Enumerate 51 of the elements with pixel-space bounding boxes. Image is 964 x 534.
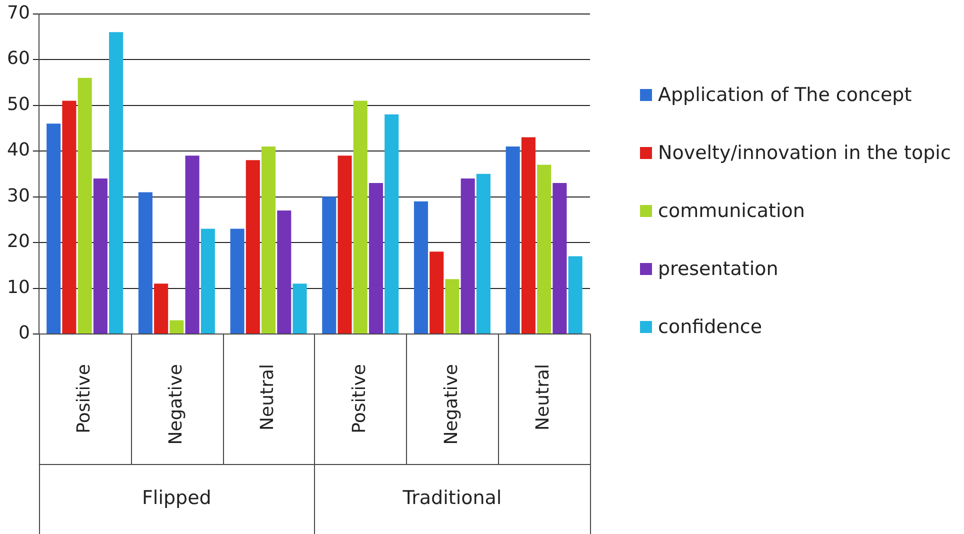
legend-label: Application of The concept <box>658 83 912 108</box>
bar <box>200 228 215 334</box>
bar <box>476 174 490 334</box>
x-tick-label: Neutral <box>532 364 554 430</box>
bar <box>552 183 567 334</box>
y-tick-label: 50 <box>7 94 30 115</box>
x-tick-label: Positive <box>349 364 370 434</box>
bar <box>292 284 307 334</box>
bar <box>506 146 520 334</box>
bar <box>138 192 152 334</box>
bar <box>109 32 124 334</box>
bar <box>230 228 244 334</box>
y-tick-label: 70 <box>7 2 30 24</box>
bar <box>246 160 260 334</box>
legend-label: presentation <box>658 257 778 282</box>
bar <box>262 146 276 334</box>
bar <box>62 100 76 334</box>
bar <box>353 100 368 334</box>
x-tick-label: Negative <box>165 364 186 445</box>
bar <box>537 164 552 334</box>
legend-label: Novelty/innovation in the topic <box>658 141 951 166</box>
bar <box>460 178 475 334</box>
bar <box>93 178 108 334</box>
text: Flipped <box>142 486 212 509</box>
bar <box>338 156 352 334</box>
legend-label: confidence <box>658 315 762 340</box>
bar <box>277 210 292 334</box>
bar <box>430 252 444 334</box>
y-tick-label: 10 <box>7 276 30 298</box>
x-tick-label: Neutral <box>257 364 278 430</box>
bar <box>46 124 61 334</box>
y-tick-label: 0 <box>18 322 30 344</box>
bar <box>185 156 200 334</box>
y-tick-label: 30 <box>7 185 30 206</box>
y-tick-label: 20 <box>7 231 30 252</box>
bar <box>170 320 184 334</box>
legend-label: communication <box>658 199 805 224</box>
bar <box>154 284 168 334</box>
x-tick-label: Positive <box>74 364 94 434</box>
bar <box>521 137 536 334</box>
text: Traditional <box>402 486 502 509</box>
bar <box>414 201 428 334</box>
bar <box>384 114 399 334</box>
x-tick-label: Negative <box>440 364 462 445</box>
bar <box>368 183 384 334</box>
y-tick-label: 40 <box>7 140 30 161</box>
bar <box>78 78 92 334</box>
y-tick-label: 60 <box>7 48 30 70</box>
bar <box>568 256 582 334</box>
bar <box>445 279 460 334</box>
bar <box>322 196 336 334</box>
